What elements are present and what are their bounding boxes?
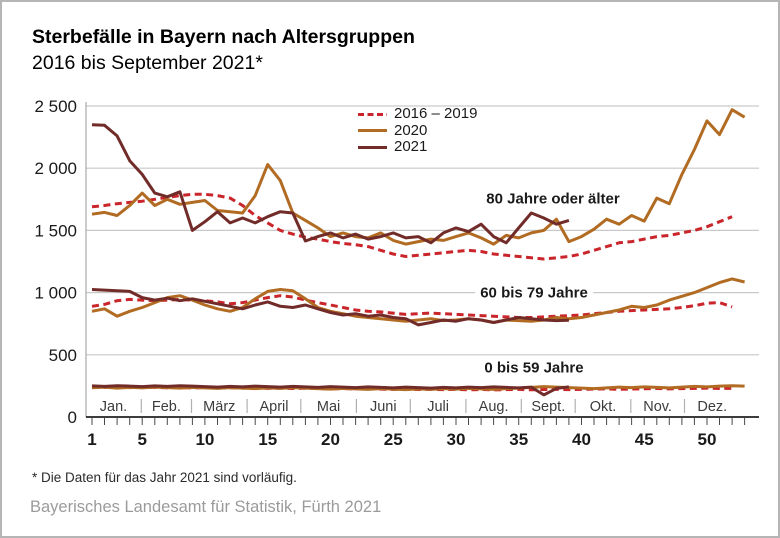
legend-label: 2020 xyxy=(394,121,428,139)
legend-dashed-line-icon xyxy=(358,112,387,116)
month-label: Nov. xyxy=(643,399,672,415)
month-label: Dez. xyxy=(697,399,727,415)
legend-item-2020: 2020 xyxy=(358,121,477,140)
footnote: * Die Daten für das Jahr 2021 sind vorlä… xyxy=(32,470,297,485)
x-tick-label: 40 xyxy=(572,430,591,449)
chart-subtitle: 2016 bis September 2021* xyxy=(32,52,263,74)
month-label: Mai xyxy=(317,399,340,415)
x-tick-label: 1 xyxy=(87,430,96,449)
y-tick-label: 2 500 xyxy=(34,97,77,116)
series-line-y2020-group0 xyxy=(91,108,746,246)
x-tick-label: 30 xyxy=(447,430,466,449)
x-tick-label: 45 xyxy=(635,430,654,449)
group-label-80-plus: 80 Jahre oder älter xyxy=(481,190,625,208)
series-line-y2021-group2 xyxy=(91,384,570,397)
series-line-avg-group0 xyxy=(91,192,733,261)
series-line-y2021-group1 xyxy=(91,288,569,327)
x-tick-label: 20 xyxy=(321,430,340,449)
chart-title: Sterbefälle in Bayern nach Altersgruppen xyxy=(32,26,415,48)
series-line-y2021-group0 xyxy=(91,123,570,245)
y-tick-label: 1 500 xyxy=(34,221,77,240)
legend: 2016 – 2019 2020 2021 xyxy=(358,106,477,156)
month-label: Jan. xyxy=(100,399,127,415)
x-tick-label: 15 xyxy=(258,430,277,449)
x-tick-label: 25 xyxy=(384,430,403,449)
y-tick-label-zero: 0 xyxy=(68,408,77,427)
legend-item-2021: 2021 xyxy=(358,139,477,156)
month-label: Sept. xyxy=(531,399,565,415)
series-line-y2020-group1 xyxy=(91,277,745,324)
legend-label: 2016 – 2019 xyxy=(394,105,478,123)
y-tick-label: 1 000 xyxy=(34,284,77,303)
x-tick-label: 50 xyxy=(698,430,717,449)
x-tick-label: 10 xyxy=(195,430,214,449)
group-label-0-59: 0 bis 59 Jahre xyxy=(479,359,589,377)
month-label: Juli xyxy=(427,399,449,415)
y-tick-label: 500 xyxy=(49,346,77,365)
month-label: Feb. xyxy=(152,399,181,415)
x-tick-label: 5 xyxy=(137,430,146,449)
y-tick-label: 2 000 xyxy=(34,159,77,178)
legend-item-2016-2019: 2016 – 2019 xyxy=(358,106,477,123)
group-label-60-79: 60 bis 79 Jahre xyxy=(475,284,593,302)
month-label: Okt. xyxy=(590,399,617,415)
month-label: Aug. xyxy=(479,399,509,415)
legend-solid-line-icon xyxy=(358,129,387,133)
legend-label: 2021 xyxy=(394,138,428,156)
source-credit: Bayerisches Landesamt für Statistik, Für… xyxy=(30,498,382,516)
x-tick-label: 35 xyxy=(509,430,528,449)
month-label: März xyxy=(203,399,235,415)
month-label: Juni xyxy=(370,399,397,415)
legend-solid-line-icon xyxy=(358,145,387,149)
month-label: April xyxy=(259,399,288,415)
